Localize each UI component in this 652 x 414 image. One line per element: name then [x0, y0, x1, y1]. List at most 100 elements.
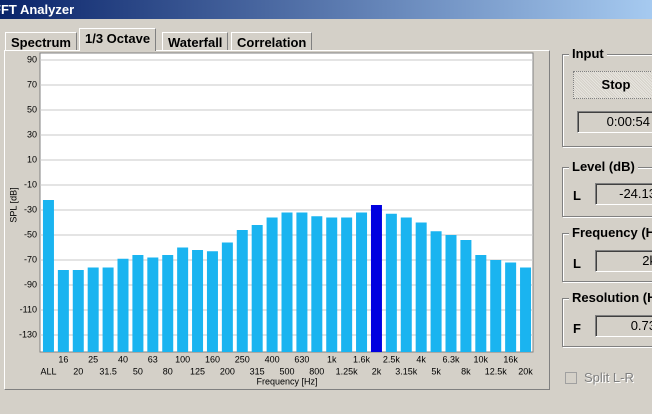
bar	[326, 217, 338, 352]
channel-label: L	[573, 188, 581, 203]
x-tick-label: ALL	[40, 366, 56, 376]
x-tick-label: 1k	[327, 354, 337, 364]
title-bar: FFT Analyzer	[0, 0, 652, 19]
x-tick-label: 3.15k	[395, 366, 418, 376]
x-tick-label: 12.5k	[485, 366, 508, 376]
x-tick-label: 4k	[416, 354, 426, 364]
split-checkbox[interactable]	[565, 372, 577, 384]
bar	[445, 235, 457, 352]
tab[interactable]: Correlation	[231, 32, 313, 51]
bar	[385, 213, 397, 352]
x-tick-label: 125	[190, 366, 205, 376]
y-tick-label: -30	[24, 204, 37, 214]
bar	[72, 270, 84, 352]
x-tick-label: 250	[235, 354, 250, 364]
group-title: Level (dB)	[569, 159, 638, 174]
x-tick-label: 10k	[474, 354, 489, 364]
x-tick-label: 5k	[431, 366, 441, 376]
x-tick-label: 50	[133, 366, 143, 376]
tab-panel	[4, 50, 550, 390]
x-tick-label: 80	[163, 366, 173, 376]
bar	[370, 205, 382, 352]
x-tick-label: 100	[175, 354, 190, 364]
y-tick-label: -110	[20, 304, 37, 314]
bar	[251, 225, 263, 352]
level-field: -24.13	[595, 183, 652, 205]
y-tick-label: 90	[27, 54, 37, 64]
bar	[57, 270, 69, 352]
y-tick-label: -130	[19, 329, 37, 339]
x-tick-label: 63	[148, 354, 158, 364]
y-tick-label: 10	[27, 154, 37, 164]
x-tick-label: 800	[309, 366, 324, 376]
x-tick-label: 2.5k	[383, 354, 401, 364]
input-group: Input Stop 0:00:54	[562, 46, 652, 147]
tab[interactable]: Spectrum	[5, 32, 77, 51]
tab[interactable]: 1/3 Octave	[79, 28, 157, 51]
window-title: FFT Analyzer	[0, 2, 75, 17]
bar	[132, 255, 144, 352]
bar	[311, 216, 323, 352]
chart: SPL [dB] Frequency [Hz] 90 70 50 30 10 -10 -30…	[8, 52, 534, 386]
bar	[415, 222, 427, 352]
frequency-field: 2k	[595, 250, 652, 272]
frequency-group: Frequency (Hz) L 2k	[562, 225, 652, 282]
bar	[356, 212, 368, 352]
tab[interactable]: Waterfall	[162, 32, 229, 51]
bar	[341, 217, 353, 352]
x-tick-label: 25	[88, 354, 98, 364]
y-tick-label: 70	[27, 79, 37, 89]
channel-label: F	[573, 321, 581, 336]
x-tick-label: 1.25k	[336, 366, 359, 376]
x-tick-label: 8k	[461, 366, 471, 376]
bar	[102, 267, 114, 352]
bar	[162, 255, 174, 352]
bar	[296, 212, 308, 352]
bar	[147, 257, 159, 352]
x-tick-label: 31.5	[99, 366, 117, 376]
resolution-group: Resolution (Hz) F 0.73	[562, 290, 652, 347]
x-tick-label: 630	[294, 354, 309, 364]
x-tick-label: 20	[73, 366, 83, 376]
y-tick-label: -50	[24, 229, 37, 239]
bar	[177, 247, 189, 352]
bar	[221, 242, 233, 352]
bar	[430, 231, 442, 352]
x-tick-label: 16k	[503, 354, 518, 364]
bar	[400, 217, 412, 352]
y-tick-label: -70	[24, 254, 37, 264]
bar	[266, 217, 278, 352]
channel-label: L	[573, 256, 581, 271]
group-title: Resolution (Hz)	[569, 290, 652, 305]
group-title: Input	[569, 46, 607, 61]
y-tick-label: -10	[24, 179, 37, 189]
group-title: Frequency (Hz)	[569, 225, 652, 240]
y-tick-label: 50	[27, 104, 37, 114]
y-tick-label: -90	[24, 279, 37, 289]
bar	[206, 251, 218, 352]
bar	[281, 212, 293, 352]
resolution-field: 0.73	[595, 315, 652, 337]
stop-button[interactable]: Stop	[573, 71, 652, 99]
x-tick-label: 40	[118, 354, 128, 364]
y-tick-label: 30	[27, 129, 37, 139]
bar	[236, 230, 248, 352]
bar	[87, 267, 99, 352]
x-tick-label: 20k	[518, 366, 533, 376]
x-tick-label: 16	[58, 354, 68, 364]
bar	[490, 260, 502, 352]
x-tick-label: 2k	[372, 366, 382, 376]
x-tick-label: 160	[205, 354, 220, 364]
bar	[117, 258, 129, 352]
x-tick-label: 315	[250, 366, 265, 376]
x-tick-label: 400	[265, 354, 280, 364]
x-tick-label: 200	[220, 366, 235, 376]
level-group: Level (dB) L -24.13	[562, 159, 652, 217]
bar	[192, 250, 204, 352]
y-axis-label: SPL [dB]	[8, 187, 18, 222]
bar	[475, 255, 487, 352]
bar	[505, 262, 517, 352]
x-tick-label: 500	[279, 366, 294, 376]
bar	[42, 200, 54, 352]
